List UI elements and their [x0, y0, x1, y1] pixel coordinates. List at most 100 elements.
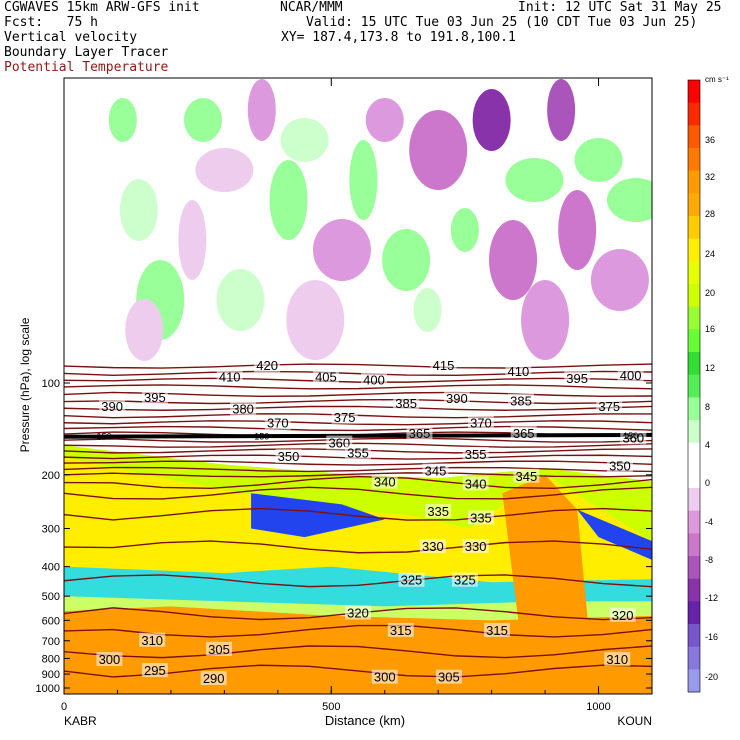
tracer-region — [502, 474, 588, 621]
theta-label-bg — [254, 358, 281, 373]
theta-label: 360 — [328, 436, 350, 451]
theta-label: 305 — [208, 642, 230, 657]
colorbar-swatch — [688, 102, 700, 126]
colorbar-label: -4 — [705, 517, 713, 527]
colorbar-swatch — [688, 669, 700, 693]
colorbar-label: -12 — [705, 593, 718, 603]
theta-label: 370 — [470, 416, 492, 431]
colorbar-label: 8 — [705, 402, 710, 412]
colorbar-label: 24 — [705, 249, 715, 259]
velocity-blob — [119, 179, 158, 241]
theta-label-bg — [617, 368, 644, 383]
colorbar-swatch — [688, 601, 700, 625]
theta-label: 355 — [347, 445, 369, 460]
theta-label-bg — [387, 622, 414, 637]
colorbar-swatch — [688, 646, 700, 670]
y-tick-label: 800 — [42, 653, 60, 665]
valid-time: Valid: 15 UTC Tue 03 Jun 25 (10 CDT Tue … — [306, 15, 698, 30]
theta-label-bg — [443, 391, 470, 406]
theta-contour-line — [64, 363, 652, 369]
tracer-region — [251, 493, 385, 538]
theta-label-bg — [361, 372, 388, 387]
velocity-blob — [521, 280, 570, 360]
theta-contour-line — [64, 645, 652, 659]
colorbar-swatch — [688, 465, 700, 489]
colorbar-swatch — [688, 148, 700, 172]
right-station-label: KOUN — [617, 714, 652, 728]
colorbar-label: 12 — [705, 363, 715, 373]
theta-label-bg — [275, 449, 302, 464]
colorbar-swatch — [688, 556, 700, 580]
theta-label: 330 — [422, 539, 444, 554]
theta-contour-line — [64, 574, 652, 588]
colorbar-swatch — [688, 578, 700, 602]
tropopause-label: 150 — [97, 432, 112, 442]
colorbar-label: 0 — [705, 478, 710, 488]
theta-label-bg — [96, 652, 123, 667]
y-tick-label: 900 — [42, 669, 60, 681]
theta-label-bg — [398, 572, 425, 587]
tropopause-label: 150 — [254, 432, 269, 442]
theta-contour-line — [64, 420, 652, 426]
theta-label-bg — [141, 390, 168, 405]
colorbar-swatch — [688, 261, 700, 285]
theta-label-bg — [139, 632, 166, 647]
theta-label-bg — [462, 539, 489, 554]
velocity-blob — [178, 200, 207, 280]
x-tick-label: 1000 — [586, 701, 610, 713]
theta-label: 315 — [486, 623, 508, 638]
agency-label: NCAR/MMM — [280, 0, 343, 15]
theta-label: 310 — [606, 652, 628, 667]
velocity-blob — [280, 118, 329, 162]
theta-label: 355 — [465, 447, 487, 462]
colorbar-swatch — [688, 284, 700, 308]
theta-contour-line — [64, 437, 652, 443]
velocity-blob — [365, 98, 404, 142]
theta-label: 385 — [395, 396, 417, 411]
theta-label: 335 — [470, 510, 492, 525]
theta-contour-line — [64, 472, 652, 478]
theta-label-bg — [606, 458, 633, 473]
theta-label-bg — [462, 476, 489, 491]
theta-label: 295 — [144, 663, 166, 678]
theta-label: 395 — [566, 371, 588, 386]
colorbar-unit: cm s⁻¹ — [705, 75, 729, 84]
velocity-blob — [216, 269, 265, 331]
theta-label-bg — [406, 426, 433, 441]
theta-label: 350 — [609, 459, 631, 474]
velocity-blob — [472, 89, 511, 151]
theta-label: 390 — [101, 399, 123, 414]
theta-label: 410 — [219, 370, 241, 385]
theta-contour-line — [64, 413, 652, 419]
theta-label-bg — [371, 474, 398, 489]
theta-contour-line — [64, 486, 652, 500]
theta-label-bg — [345, 445, 371, 460]
theta-label: 320 — [612, 608, 634, 623]
theta-label-bg — [230, 401, 257, 416]
field-vertical-velocity: Vertical velocity — [4, 30, 138, 45]
theta-label: 400 — [620, 368, 642, 383]
y-axis-label: Pressure (hPa), log scale — [18, 317, 32, 452]
theta-contour-line — [64, 370, 652, 376]
colorbar-label: 32 — [705, 172, 715, 182]
colorbar-swatch — [688, 510, 700, 534]
theta-label: 315 — [390, 623, 412, 638]
theta-label-bg — [604, 652, 631, 667]
theta-label-bg — [510, 426, 537, 441]
theta-label-bg — [430, 358, 457, 373]
theta-label: 320 — [347, 606, 369, 621]
y-tick-label: 600 — [42, 615, 60, 627]
theta-label: 385 — [510, 394, 532, 409]
theta-label-bg — [505, 363, 532, 378]
theta-label: 340 — [374, 475, 396, 490]
theta-label-bg — [216, 369, 243, 384]
theta-label: 395 — [144, 390, 166, 405]
theta-label: 325 — [401, 573, 423, 588]
colorbar-label: 16 — [705, 324, 715, 334]
colorbar-swatch — [688, 216, 700, 240]
theta-contour-line — [64, 442, 652, 448]
theta-label: 335 — [427, 504, 449, 519]
theta-label-bg — [467, 510, 494, 525]
colorbar-label: -20 — [705, 672, 718, 682]
theta-label-bg — [513, 468, 540, 483]
